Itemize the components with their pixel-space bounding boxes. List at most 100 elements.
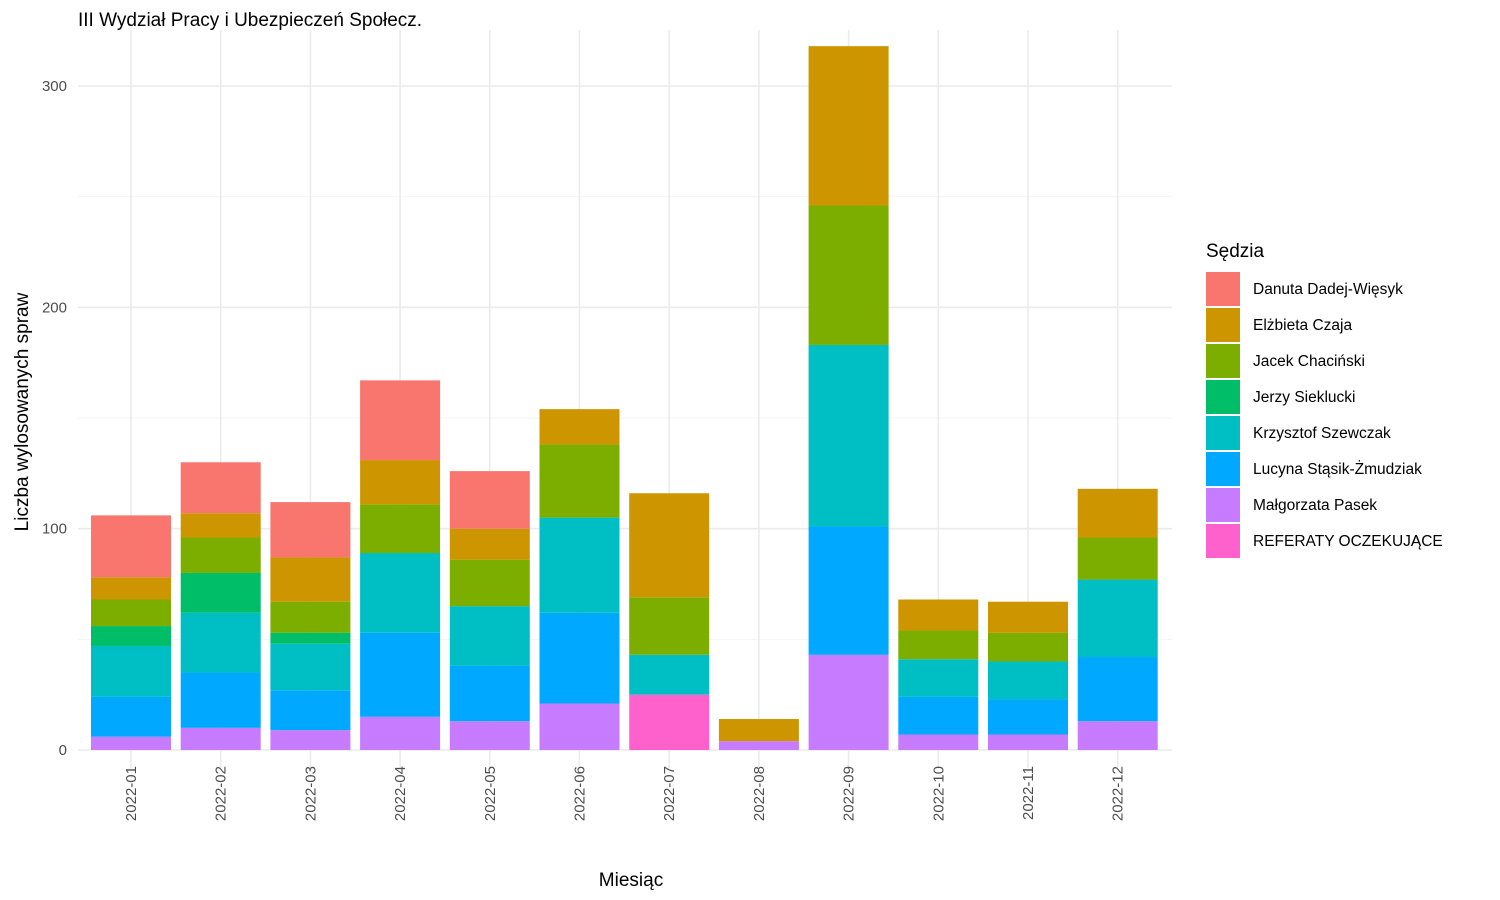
bar-segment — [270, 632, 351, 644]
bar-segment — [270, 601, 351, 633]
bar-segment — [808, 344, 889, 527]
bar-segment — [539, 409, 620, 445]
x-tick-label: 2022-05 — [482, 766, 499, 821]
bar-segment — [629, 493, 710, 598]
bar-segment — [808, 205, 889, 345]
legend-swatch — [1206, 272, 1240, 306]
bar-segment — [898, 659, 979, 697]
bar-segment — [180, 672, 261, 728]
y-tick-label: 300 — [42, 78, 67, 95]
bar-segment — [718, 741, 799, 750]
bar-segment — [1077, 537, 1158, 580]
bar-segment — [988, 661, 1068, 700]
bar-segment — [360, 380, 441, 461]
legend-label: Elżbieta Czaja — [1253, 317, 1352, 334]
bar-segment — [91, 577, 171, 600]
y-tick-label: 100 — [42, 521, 67, 538]
bar-segment — [91, 736, 171, 750]
bar-segment — [539, 517, 620, 613]
bar-segment — [270, 643, 351, 691]
bar-segment — [180, 462, 261, 514]
x-axis-title: Miesiąc — [599, 870, 663, 891]
bar-segment — [629, 694, 710, 750]
x-tick-label: 2022-04 — [392, 766, 409, 821]
bar-segment — [360, 504, 441, 554]
legend: Sędzia Danuta Dadej-Więsyk Elżbieta Czaja… — [1206, 241, 1443, 558]
bar-segment — [988, 601, 1068, 633]
legend-title: Sędzia — [1206, 241, 1265, 262]
bar-segment — [180, 537, 261, 573]
bar-segment — [629, 597, 710, 655]
x-tick-label: 2022-01 — [123, 766, 140, 821]
bar-segment — [180, 513, 261, 538]
bar-segment — [270, 690, 351, 731]
bar-segment — [898, 599, 979, 631]
bar-segment — [988, 632, 1068, 662]
y-axis-title: Liczba wylosowanych spraw — [12, 292, 33, 531]
chart-title: III Wydział Pracy i Ubezpieczeń Społecz. — [78, 10, 422, 31]
x-tick-label: 2022-10 — [930, 766, 947, 821]
x-tick-label: 2022-03 — [302, 766, 319, 821]
bar-segment — [449, 606, 530, 666]
bar-segment — [539, 444, 620, 518]
bar-segment — [360, 632, 441, 717]
bar-segment — [91, 626, 171, 646]
bar-segment — [449, 721, 530, 750]
legend-swatch — [1206, 344, 1240, 378]
x-tick-label: 2022-12 — [1110, 766, 1127, 821]
legend-label: REFERATY OCZEKUJĄCE — [1253, 533, 1443, 550]
bar-segment — [898, 630, 979, 660]
bar-segment — [180, 612, 261, 673]
legend-swatch — [1206, 308, 1240, 342]
bar-segment — [360, 460, 441, 505]
legend-label: Jerzy Sieklucki — [1253, 389, 1356, 406]
legend-label: Lucyna Stąsik-Żmudziak — [1253, 460, 1422, 478]
bar-segment — [91, 696, 171, 737]
legend-swatch — [1206, 524, 1240, 558]
bar-segment — [91, 515, 171, 578]
bar-segment — [91, 645, 171, 697]
bar-segment — [449, 559, 530, 607]
legend-swatch — [1206, 416, 1240, 450]
bar-segment — [988, 734, 1068, 750]
bar-segment — [1077, 657, 1158, 722]
bar-segment — [1077, 721, 1158, 750]
x-tick-label: 2022-11 — [1020, 766, 1037, 820]
bar-segment — [180, 572, 261, 613]
legend-items: Danuta Dadej-Więsyk Elżbieta Czaja Jacek C… — [1206, 272, 1443, 558]
x-axis-ticks: 2022-01 2022-02 2022-03 2022-04 2022-05 2022-… — [123, 766, 1127, 821]
bar-segment — [898, 734, 979, 750]
bar-segment — [1077, 488, 1158, 538]
legend-swatch — [1206, 488, 1240, 522]
x-tick-label: 2022-09 — [841, 766, 858, 821]
legend-label: Małgorzata Pasek — [1253, 497, 1377, 514]
y-tick-label: 0 — [59, 742, 67, 759]
bar-segment — [91, 599, 171, 627]
legend-label: Danuta Dadej-Więsyk — [1253, 281, 1403, 298]
x-tick-label: 2022-06 — [572, 766, 589, 821]
bar-segment — [629, 654, 710, 695]
x-tick-label: 2022-07 — [661, 766, 678, 821]
legend-label: Krzysztof Szewczak — [1253, 425, 1391, 442]
legend-label: Jacek Chaciński — [1253, 353, 1365, 370]
bar-segment — [270, 502, 351, 558]
x-tick-label: 2022-02 — [213, 766, 230, 821]
bar-segment — [449, 471, 530, 529]
bar-segment — [808, 526, 889, 655]
bar-segment — [449, 665, 530, 722]
bar-segment — [988, 699, 1068, 735]
bar-segment — [539, 703, 620, 750]
bar-segment — [449, 528, 530, 560]
x-tick-label: 2022-08 — [751, 766, 768, 821]
bar-segment — [808, 46, 889, 206]
bars — [91, 46, 1158, 750]
bar-segment — [360, 553, 441, 633]
bar-segment — [1077, 579, 1158, 658]
y-tick-label: 200 — [42, 299, 67, 316]
bar-segment — [360, 716, 441, 750]
bar-segment — [180, 727, 261, 750]
legend-swatch — [1206, 380, 1240, 414]
bar-segment — [898, 696, 979, 735]
